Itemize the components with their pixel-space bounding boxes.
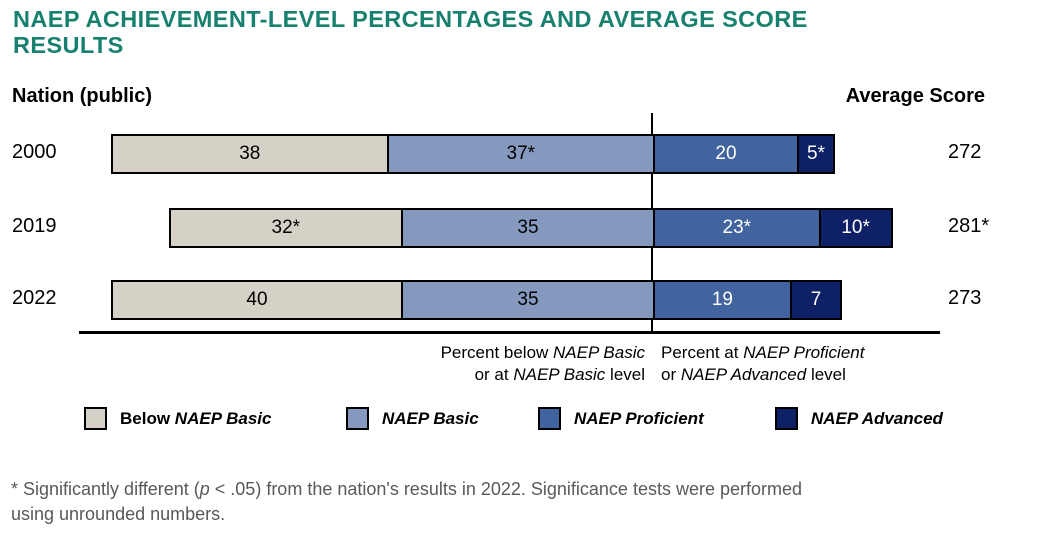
average-score-value: 272 (948, 141, 982, 163)
legend-term: NAEP Advanced (811, 408, 943, 428)
average-score-value: 281* (948, 215, 990, 237)
segment-proficient: 20 (652, 136, 797, 172)
segment-proficient: 19 (653, 282, 790, 318)
legend-item-below-basic: Below NAEP Basic (84, 407, 271, 430)
page-title-line1: NAEP ACHIEVEMENT-LEVEL PERCENTAGES AND A… (13, 6, 808, 32)
legend-swatch-advanced (775, 407, 798, 430)
legend-term: NAEP Basic (174, 408, 272, 428)
segment-advanced: 10* (818, 210, 891, 246)
year-label: 2022 (12, 287, 57, 309)
legend-label: Below NAEP Basic (120, 409, 271, 429)
segment-basic: 37* (386, 136, 653, 172)
legend-swatch-basic (346, 407, 369, 430)
legend-item-advanced: NAEP Advanced (775, 407, 943, 430)
average-score-value: 273 (948, 287, 982, 309)
x-axis-baseline (79, 331, 940, 334)
legend-term: NAEP Basic (382, 408, 479, 428)
caption-text: or (661, 365, 681, 384)
page-title: NAEP ACHIEVEMENT-LEVEL PERCENTAGES AND A… (13, 6, 1023, 58)
segment-basic: 35 (401, 282, 653, 318)
year-label: 2000 (12, 141, 57, 163)
segment-below-basic: 32* (170, 210, 401, 246)
page-title-line2: RESULTS (13, 32, 124, 58)
legend-item-proficient: NAEP Proficient (538, 407, 704, 430)
legend-term: NAEP Proficient (574, 408, 704, 428)
footnote-text: using unrounded numbers. (11, 504, 226, 524)
legend-prefix: Below (120, 408, 175, 428)
stacked-bar-2019: 32* 35 23* 10* (168, 208, 893, 248)
segment-below-basic: 38 (113, 136, 387, 172)
legend-item-basic: NAEP Basic (346, 407, 479, 430)
footnote-p-italic: p (199, 479, 210, 499)
significance-footnote: * Significantly different (p < .05) from… (11, 477, 1021, 527)
stacked-bar-2000: 38 37* 20 5* (111, 134, 835, 174)
segment-basic: 35 (400, 210, 653, 246)
segment-advanced: 5* (796, 136, 833, 172)
caption-term: NAEP Advanced (680, 365, 807, 384)
segment-advanced: 7 (789, 282, 841, 318)
bar-row-2022: 2022 40 35 19 7 273 (0, 280, 1046, 320)
bar-row-2000: 2000 38 37* 20 5* 272 (0, 134, 1046, 174)
stacked-bar-2022: 40 35 19 7 (111, 280, 843, 320)
footnote-text: * Significantly different ( (11, 479, 200, 499)
bar-row-2019: 2019 32* 35 23* 10* 281* (0, 208, 1046, 248)
legend-label: NAEP Basic (382, 409, 479, 429)
legend-swatch-below-basic (84, 407, 107, 430)
segment-below-basic: 40 (113, 282, 401, 318)
axis-caption-left-line2: or at NAEP Basic level (0, 364, 645, 386)
axis-caption-right-line1: Percent at NAEP Proficient (661, 342, 864, 364)
caption-text: Percent below (440, 343, 554, 362)
caption-text: level (605, 365, 645, 384)
axis-caption-left-line1: Percent below NAEP Basic (0, 342, 645, 364)
caption-term: NAEP Basic (513, 365, 606, 384)
axis-caption-left: Percent below NAEP Basic or at NAEP Basi… (0, 342, 645, 386)
axis-caption-right: Percent at NAEP Proficient or NAEP Advan… (661, 342, 864, 386)
caption-text: Percent at (661, 343, 744, 362)
jurisdiction-label: Nation (public) (12, 85, 152, 107)
year-label: 2019 (12, 215, 57, 237)
legend-swatch-proficient (538, 407, 561, 430)
axis-caption-right-line2: or NAEP Advanced level (661, 364, 864, 386)
legend-label: NAEP Advanced (811, 409, 943, 429)
legend-label: NAEP Proficient (574, 409, 704, 429)
caption-term: NAEP Basic (553, 343, 645, 362)
caption-text: level (806, 365, 846, 384)
segment-proficient: 23* (652, 210, 819, 246)
average-score-header: Average Score (845, 85, 985, 107)
caption-term: NAEP Proficient (743, 343, 865, 362)
caption-text: or at (474, 365, 514, 384)
footnote-text: < .05) from the nation's results in 2022… (209, 479, 803, 499)
